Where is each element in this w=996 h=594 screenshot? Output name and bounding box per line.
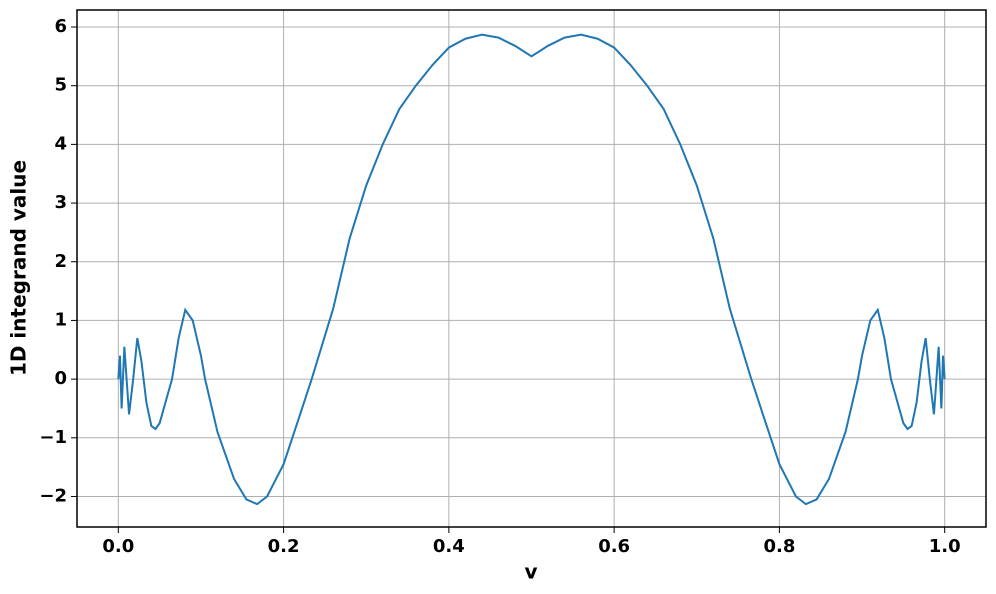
- x-tick-label: 0.0: [102, 536, 134, 557]
- y-tick-label: 0: [54, 368, 67, 389]
- y-tick-label: −1: [39, 427, 67, 448]
- plot-frame: [76, 9, 987, 528]
- y-axis-label: 1D integrand value: [7, 160, 31, 376]
- data-line: [117, 33, 946, 506]
- y-tick-label: 4: [54, 133, 67, 154]
- y-tick-label: 1: [54, 309, 67, 330]
- y-tick-label: 3: [54, 192, 67, 213]
- x-tick-label: 0.4: [433, 536, 465, 557]
- x-axis-label: v: [524, 560, 537, 584]
- x-tick-label: 1.0: [929, 536, 961, 557]
- y-tick-label: 2: [54, 251, 67, 272]
- x-tick-label: 0.6: [598, 536, 630, 557]
- y-tick-label: −2: [39, 485, 67, 506]
- x-tick-label: 0.2: [268, 536, 300, 557]
- x-tick-label: 0.8: [763, 536, 795, 557]
- y-tick-label: 5: [54, 75, 67, 96]
- y-tick-label: 6: [54, 16, 67, 37]
